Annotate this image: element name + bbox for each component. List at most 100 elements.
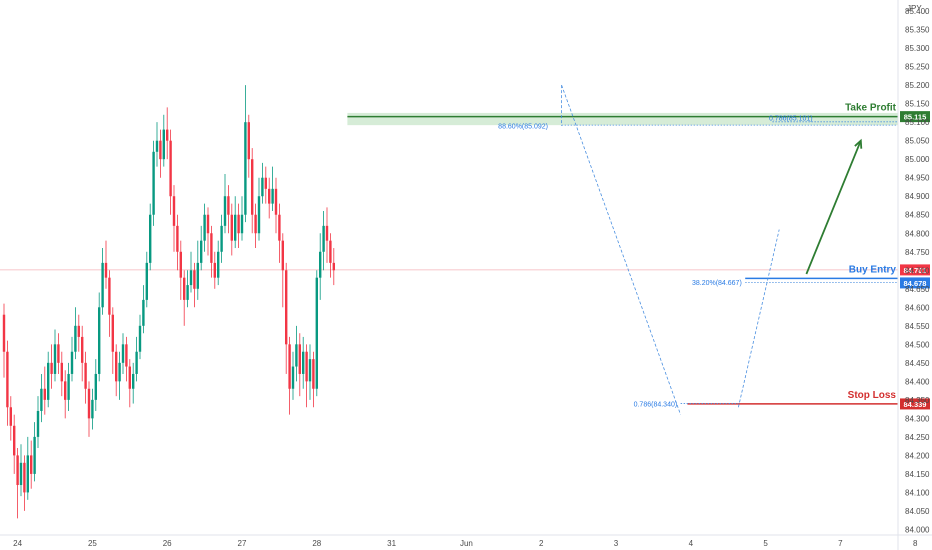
x-tick-label: 8	[913, 539, 918, 548]
candle-body	[206, 214, 210, 234]
candle-body	[9, 407, 12, 426]
candle-body	[254, 214, 257, 234]
fib-annotation: 0.786(85.101)	[769, 115, 813, 122]
take-profit-tag: 85.115	[904, 113, 927, 122]
y-tick-label: 84.700	[905, 266, 930, 275]
y-tick-label: 84.600	[905, 303, 930, 312]
y-tick-label: 84.550	[905, 322, 930, 331]
candle-body	[67, 373, 70, 400]
candle-body	[77, 325, 80, 337]
target-arrow-shaft	[805, 140, 862, 275]
candle-body	[30, 455, 33, 474]
candle-body	[186, 285, 189, 300]
candle-body	[203, 214, 206, 241]
candle-body	[179, 251, 182, 278]
y-tick-label: 84.300	[905, 414, 930, 423]
candle-body	[43, 388, 46, 400]
x-tick-label: 26	[163, 539, 172, 548]
candle-body	[125, 344, 128, 367]
y-tick-label: 85.150	[905, 100, 930, 109]
x-tick-label: 24	[13, 539, 22, 548]
candle-body	[315, 277, 318, 389]
y-tick-label: 85.400	[905, 7, 930, 16]
y-tick-label: 84.050	[905, 507, 930, 516]
candle-body	[166, 129, 169, 141]
y-tick-label: 84.750	[905, 248, 930, 257]
candle-body	[308, 359, 312, 382]
candle-body	[322, 225, 325, 252]
candle-body	[291, 366, 295, 389]
x-tick-label: 25	[88, 539, 97, 548]
candle-body	[227, 196, 230, 215]
candle-body	[295, 344, 298, 367]
candle-body	[196, 262, 199, 289]
currency-label: JPY	[907, 4, 922, 13]
y-tick-label: 85.200	[905, 81, 930, 90]
x-tick-label: 4	[689, 539, 694, 548]
x-tick-label: 2	[539, 539, 544, 548]
y-tick-label: 84.400	[905, 377, 930, 386]
candle-body	[220, 225, 223, 252]
candle-body	[200, 240, 203, 263]
candle-body	[118, 362, 121, 382]
y-tick-label: 84.150	[905, 470, 930, 479]
candle-body	[223, 196, 227, 226]
candle-body	[302, 351, 305, 374]
candle-body	[121, 344, 125, 363]
candle-body	[319, 251, 322, 278]
candle-body	[240, 214, 244, 234]
candle-body	[33, 436, 36, 474]
buy-entry-tag: 84.678	[904, 279, 927, 288]
candle-body	[26, 455, 29, 493]
y-tick-label: 84.000	[905, 525, 930, 534]
candle-body	[111, 314, 114, 352]
candle-body	[251, 159, 254, 215]
stop-loss-label: Stop Loss	[848, 390, 897, 401]
candle-body	[237, 214, 240, 234]
x-tick-label: Jun	[460, 539, 473, 548]
candle-body	[91, 399, 94, 419]
candle-body	[50, 362, 53, 374]
candle-body	[74, 325, 77, 352]
candle-body	[84, 362, 87, 389]
candle-body	[6, 351, 9, 408]
candle-body	[64, 381, 67, 400]
candle-body	[132, 373, 135, 389]
candle-body	[23, 462, 26, 493]
current-price-tag-bg	[900, 264, 930, 276]
candle-body	[145, 262, 148, 300]
y-tick-label: 85.000	[905, 155, 930, 164]
y-tick-label: 85.300	[905, 44, 930, 53]
candle-body	[329, 240, 332, 263]
candle-body	[176, 225, 179, 252]
candle-body	[36, 410, 40, 437]
candle-body	[2, 314, 6, 352]
take-profit-zone-rect	[347, 112, 898, 126]
take-profit-label: Take Profit	[845, 103, 897, 114]
candle-body	[60, 362, 63, 382]
candle-body	[268, 188, 271, 204]
fib-annotation: 0.786(84.340)	[634, 402, 678, 409]
candle-body	[94, 373, 97, 400]
candle-body	[217, 251, 220, 278]
candle-body	[189, 270, 193, 286]
candle-body	[98, 307, 101, 374]
candle-body	[149, 214, 152, 263]
candle-body	[312, 359, 315, 389]
fib-annotation: 88.60%(85.092)	[498, 124, 548, 131]
candle-body	[53, 344, 57, 374]
x-tick-label: 7	[838, 539, 843, 548]
candle-body	[101, 262, 104, 308]
y-tick-label: 84.250	[905, 433, 930, 442]
candle-body	[213, 262, 216, 278]
x-tick-label: 28	[312, 539, 321, 548]
candle-body	[281, 240, 284, 271]
y-tick-label: 84.500	[905, 340, 930, 349]
candles	[2, 85, 335, 519]
y-tick-label: 84.350	[905, 396, 930, 405]
candle-body	[81, 336, 84, 363]
x-tick-label: 27	[238, 539, 247, 548]
overlays: Take Profit 85.115 Buy Entry 84.678 84.701 St…	[347, 85, 930, 415]
